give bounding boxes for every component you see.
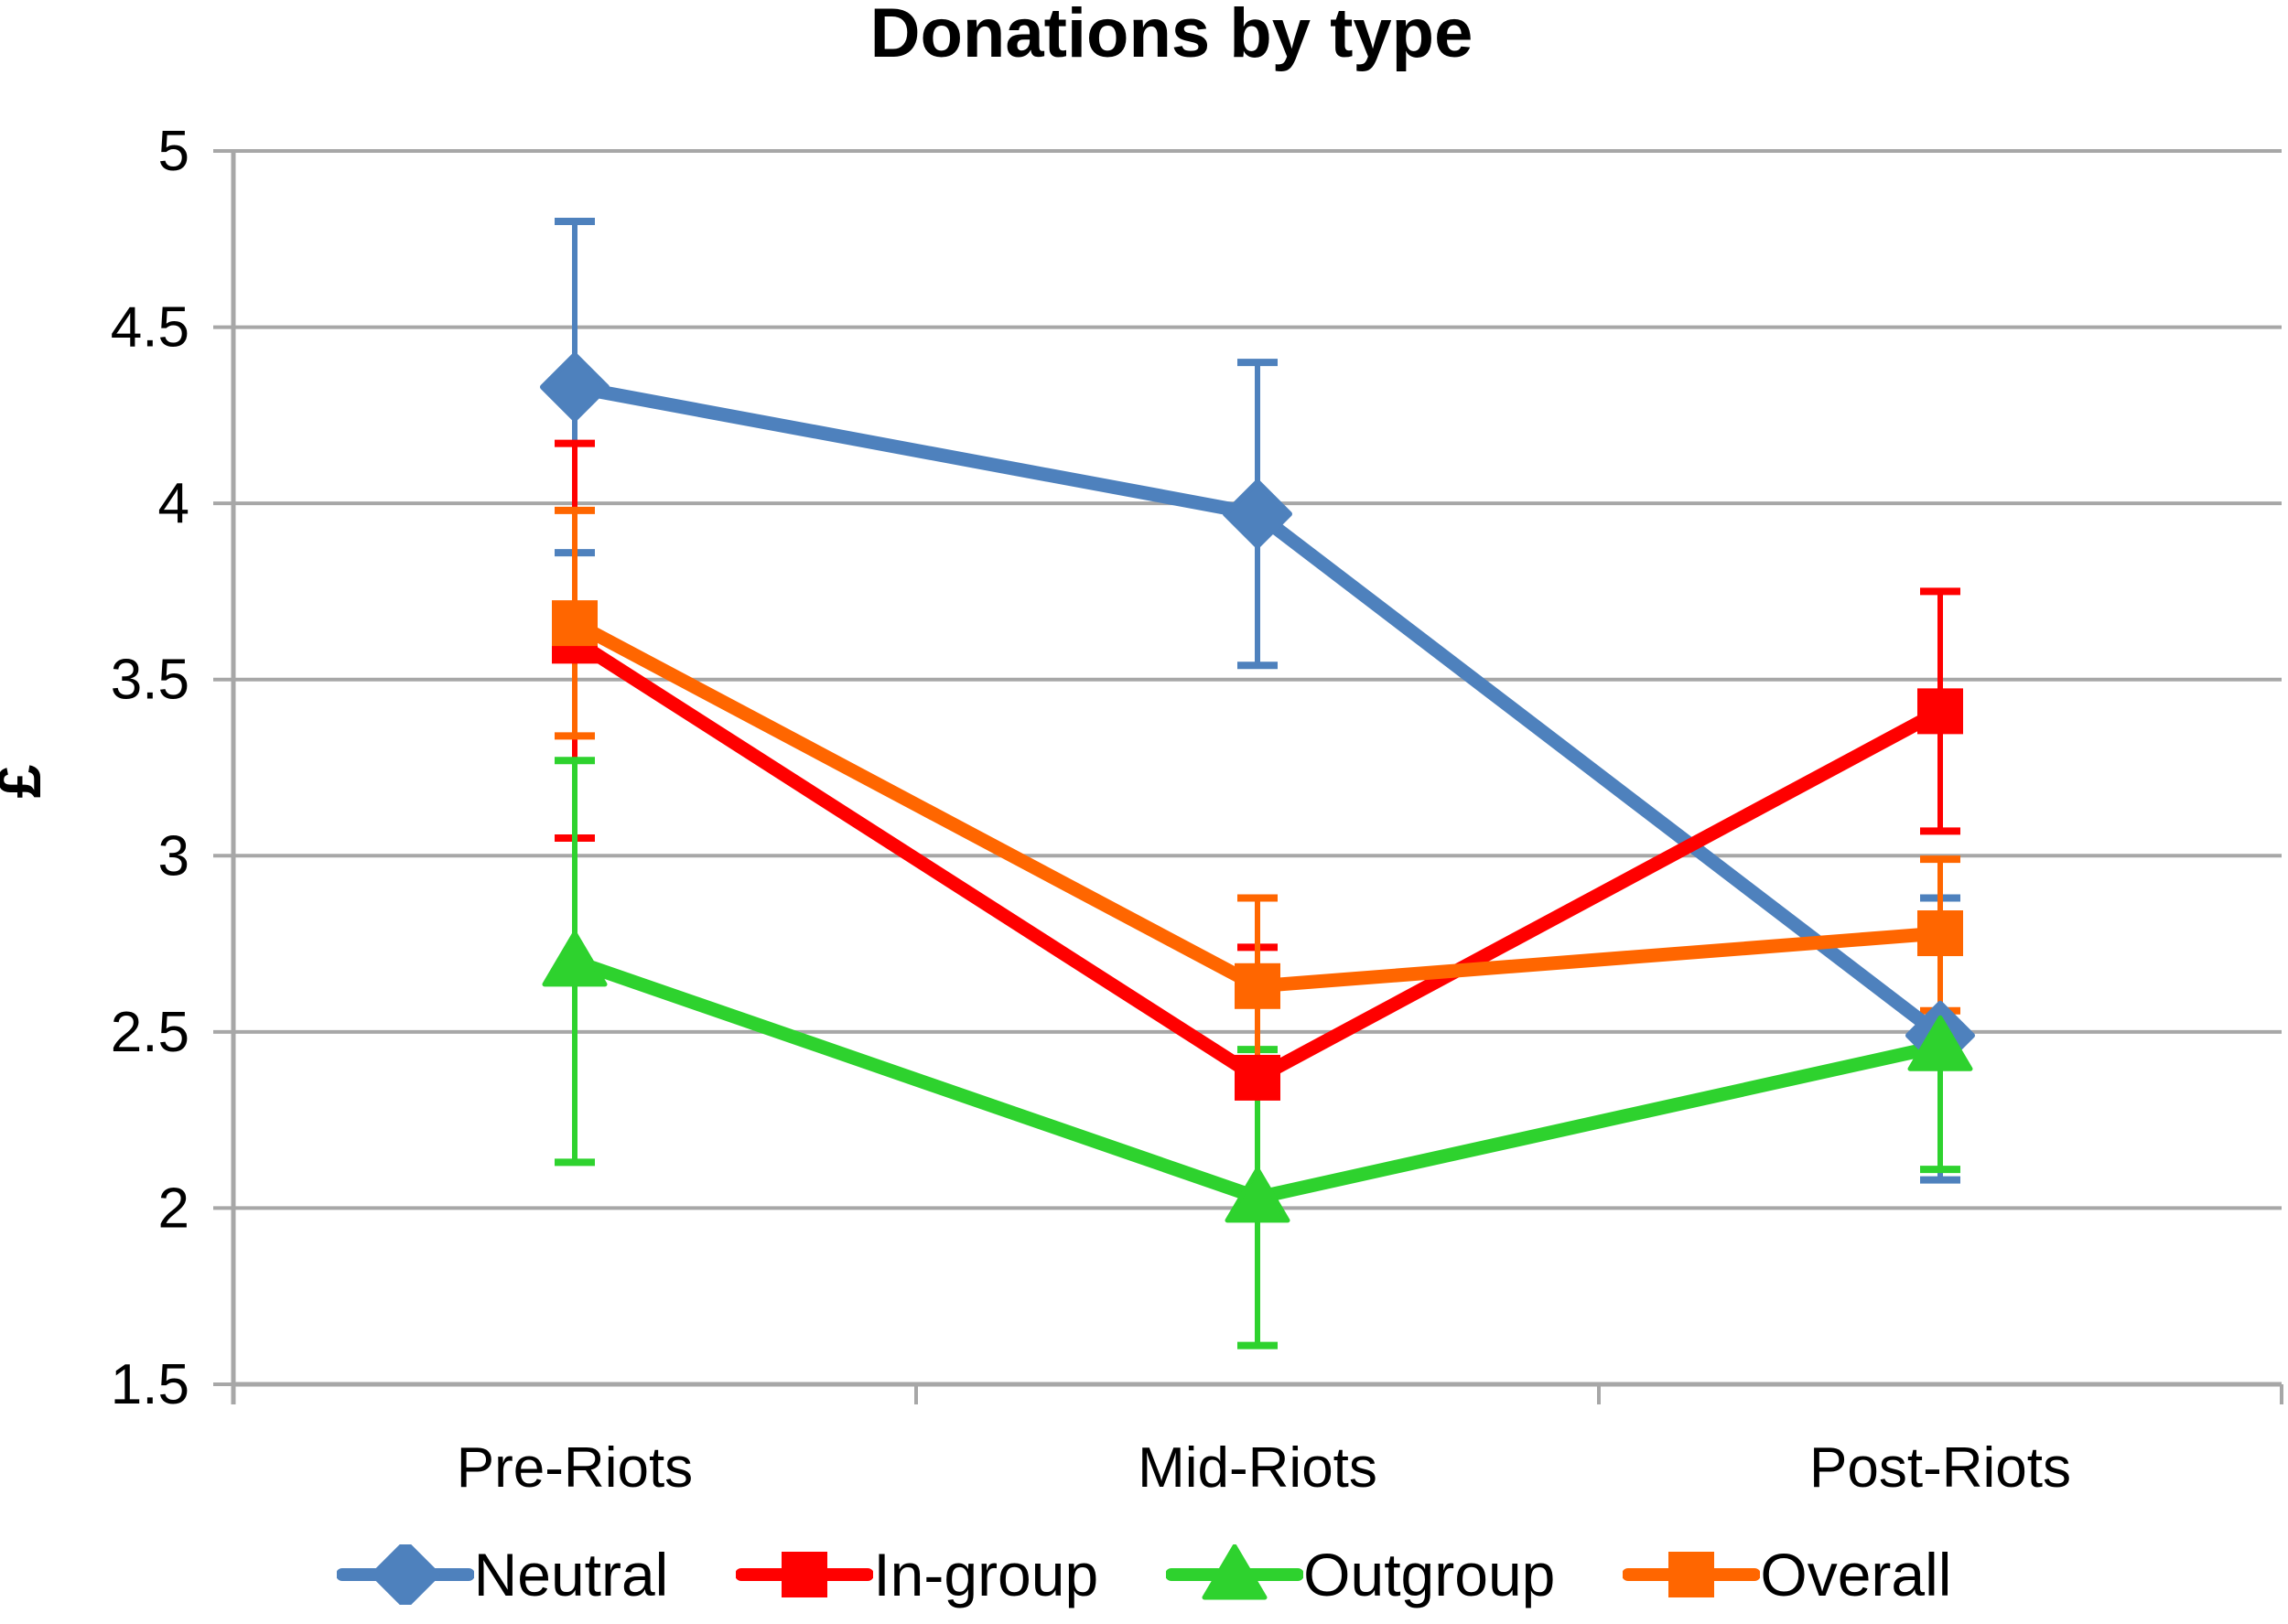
legend-item-label: In-group	[873, 1541, 1099, 1608]
legend: Neutral In-group Outgroup Overall	[0, 1544, 2288, 1605]
y-tick-label: 2	[158, 1177, 189, 1240]
x-category-label: Mid-Riots	[1138, 1436, 1377, 1500]
series-markers-outgroup	[542, 930, 1973, 1223]
marker-outgroup-mid-riots	[1225, 1167, 1290, 1223]
marker-overall-post-riots	[1917, 910, 1963, 957]
y-tick-label: 5	[158, 120, 189, 183]
legend-item-in-group: In-group	[736, 1544, 1098, 1605]
legend-marker-glyph	[1668, 1552, 1715, 1597]
marker-neutral-mid-riots	[1223, 479, 1292, 549]
legend-marker-glyph	[370, 1544, 440, 1605]
legend-marker-glyph	[1202, 1544, 1268, 1600]
marker-overall-mid-riots	[1235, 963, 1280, 1009]
series-markers-overall	[552, 600, 1963, 1009]
legend-marker-square-icon	[1623, 1552, 1761, 1597]
legend-item-label: Outgroup	[1303, 1541, 1556, 1608]
y-tick-label: 3	[158, 824, 189, 887]
y-tick-label: 4	[158, 472, 189, 535]
marker-overall-pre-riots	[552, 600, 598, 647]
x-category-label: Pre-Riots	[457, 1436, 693, 1500]
legend-item-label: Overall	[1760, 1541, 1952, 1608]
legend-item-outgroup: Outgroup	[1166, 1544, 1555, 1605]
legend-item-label: Neutral	[473, 1541, 669, 1608]
marker-in-group-mid-riots	[1235, 1054, 1280, 1101]
y-tick-label: 4.5	[111, 296, 189, 360]
x-category-label: Post-Riots	[1809, 1436, 2071, 1500]
chart-title: Donations by type	[870, 0, 1473, 72]
legend-item-neutral: Neutral	[336, 1541, 669, 1608]
legend-item-overall: Overall	[1623, 1544, 1951, 1605]
y-tick-label: 2.5	[111, 1001, 189, 1064]
marker-neutral-pre-riots	[540, 352, 610, 423]
y-tick-label: 1.5	[111, 1353, 189, 1416]
error-bars-layer	[555, 218, 1960, 1350]
legend-marker-diamond-icon	[336, 1544, 474, 1605]
y-tick-label: 3.5	[111, 649, 189, 712]
axis-layer	[213, 149, 2283, 1404]
legend-marker-glyph	[782, 1552, 828, 1597]
marker-outgroup-post-riots	[1907, 1015, 1973, 1071]
marker-outgroup-pre-riots	[542, 930, 608, 987]
legend-marker-triangle-icon	[1166, 1544, 1304, 1600]
legend-marker-square-icon	[736, 1552, 874, 1597]
y-axis-title: £	[0, 764, 53, 798]
axis-labels-layer: 5 4.5 4 3.5 3 2.5 2 1.5 Pre-Riots Mid-Riots Post-R…	[111, 120, 2071, 1500]
marker-in-group-post-riots	[1917, 688, 1963, 735]
series-markers-layer	[540, 352, 1975, 1223]
